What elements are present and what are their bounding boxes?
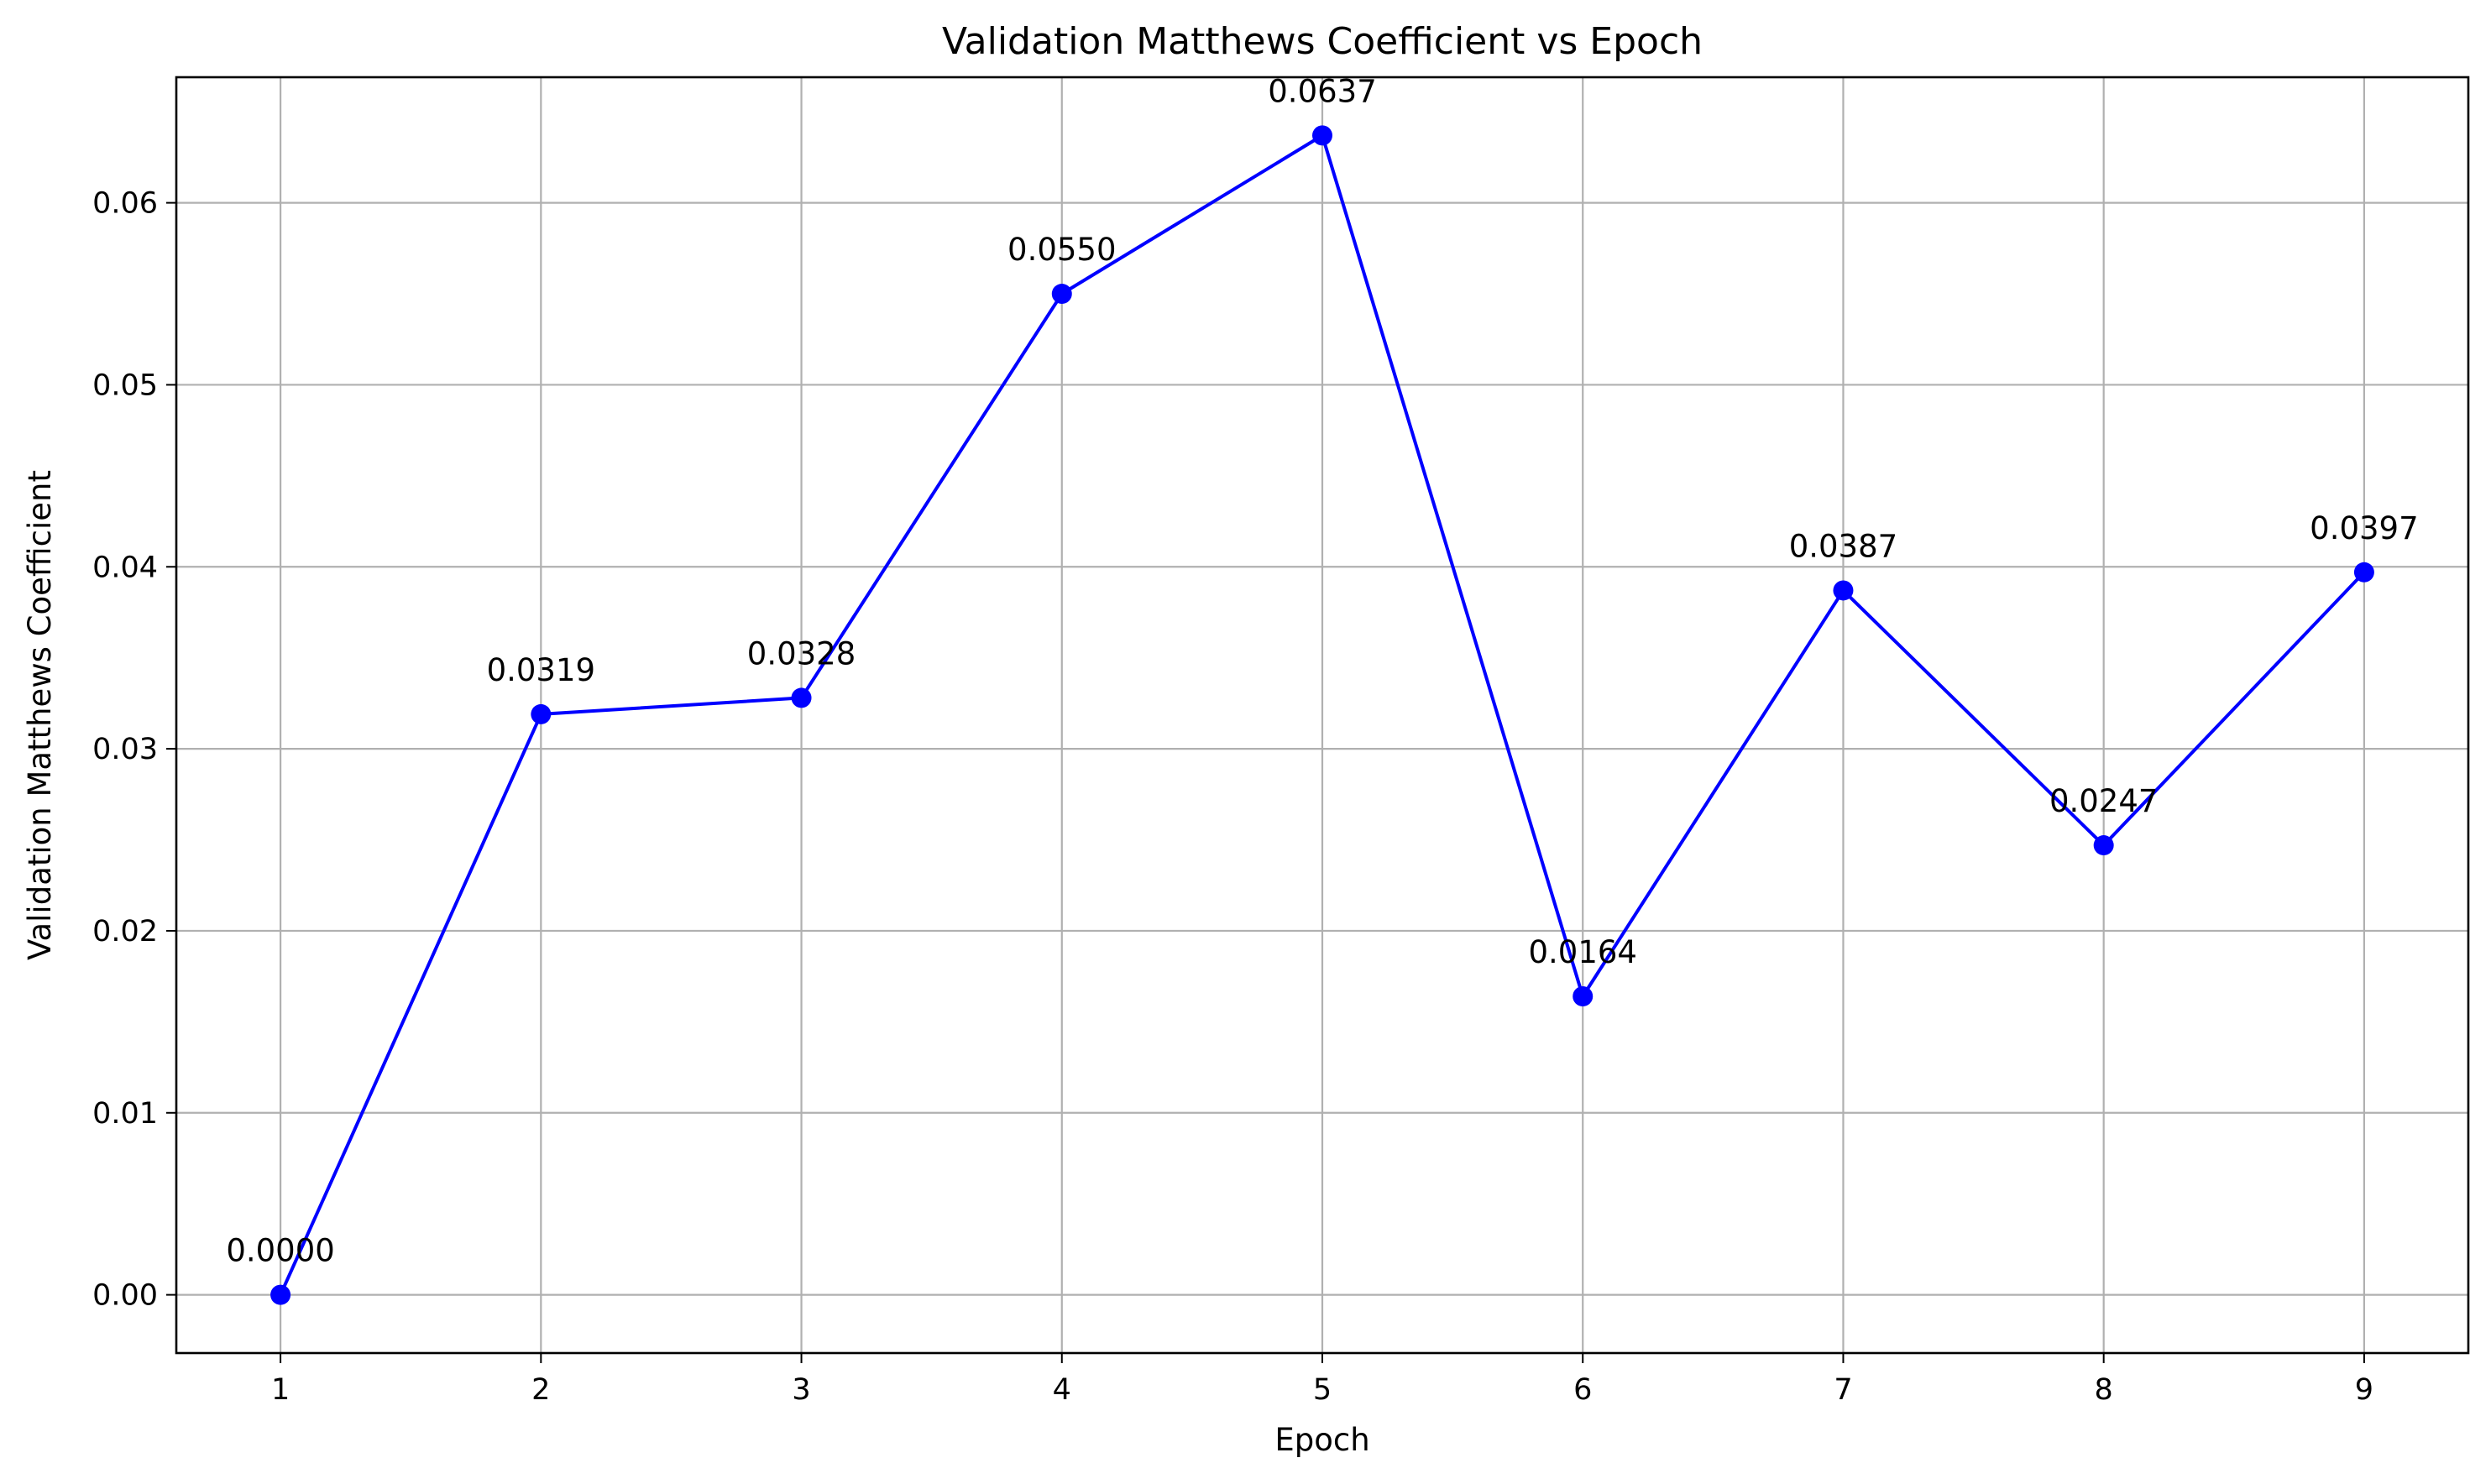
data-point-marker [2353, 562, 2374, 583]
data-point-marker [1833, 580, 1854, 601]
data-point-marker [791, 687, 812, 708]
x-tick-label: 7 [1834, 1373, 1852, 1407]
data-point-marker [270, 1284, 291, 1305]
x-tick-label: 2 [531, 1373, 550, 1407]
y-tick-label: 0.02 [92, 915, 158, 948]
data-markers [270, 125, 2374, 1305]
y-tick-label: 0.05 [92, 368, 158, 402]
x-tick-label: 3 [792, 1373, 810, 1407]
x-tick-label: 1 [271, 1373, 290, 1407]
data-labels: 0.0000 0.0319 0.0328 0.0550 0.0637 0.0164 0.03… [226, 73, 2418, 1268]
data-value-label: 0.0550 [1007, 232, 1116, 268]
x-tick-label: 4 [1053, 1373, 1071, 1407]
x-tick-label: 9 [2355, 1373, 2373, 1407]
data-value-label: 0.0164 [1528, 934, 1636, 970]
y-tick-label: 0.00 [92, 1279, 158, 1313]
chart-title: Validation Matthews Coefficient vs Epoch [942, 20, 1703, 63]
data-point-marker [2093, 835, 2114, 856]
data-point-marker [1573, 986, 1594, 1007]
x-tick-label: 5 [1313, 1373, 1332, 1407]
x-axis-ticks: 1 2 3 4 5 6 7 8 9 [271, 1353, 2373, 1407]
data-value-label: 0.0637 [1268, 73, 1376, 109]
data-point-marker [1051, 284, 1072, 305]
y-tick-label: 0.01 [92, 1097, 158, 1131]
y-axis-ticks: 0.00 0.01 0.02 0.03 0.04 0.05 0.06 [92, 187, 176, 1313]
data-value-label: 0.0328 [747, 635, 856, 671]
data-value-label: 0.0319 [487, 652, 595, 688]
y-tick-label: 0.04 [92, 551, 158, 584]
x-tick-label: 8 [2095, 1373, 2113, 1407]
y-axis-label: Validation Matthews Coefficient [22, 470, 58, 960]
data-value-label: 0.0387 [1789, 528, 1897, 564]
grid-lines [176, 77, 2468, 1353]
x-tick-label: 6 [1573, 1373, 1592, 1407]
data-point-marker [531, 703, 552, 724]
data-value-label: 0.0247 [2049, 783, 2158, 819]
data-point-marker [1312, 125, 1332, 146]
data-value-label: 0.0000 [226, 1233, 334, 1269]
x-axis-label: Epoch [1274, 1422, 1369, 1458]
y-tick-label: 0.03 [92, 733, 158, 766]
y-tick-label: 0.06 [92, 187, 158, 221]
data-value-label: 0.0397 [2310, 510, 2418, 546]
